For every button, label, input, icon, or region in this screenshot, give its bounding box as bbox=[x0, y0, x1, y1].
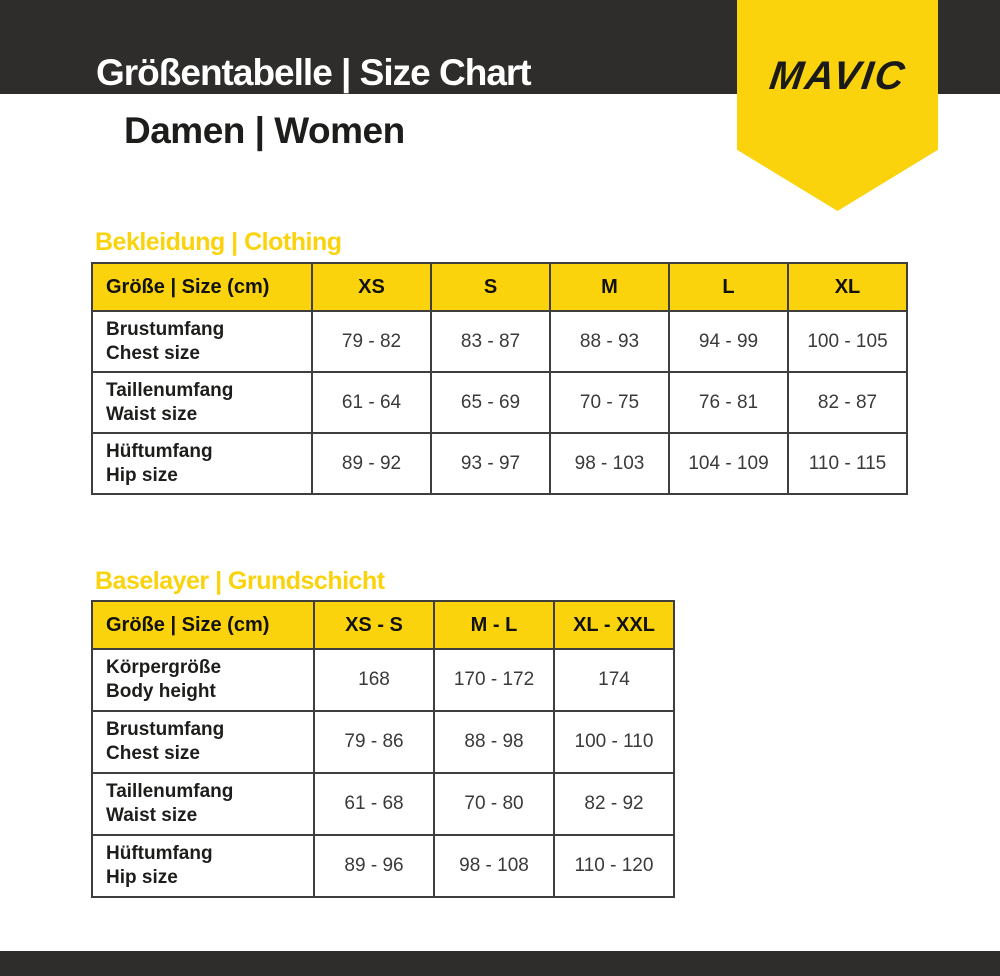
size-value-cell: 170 - 172 bbox=[433, 648, 555, 712]
size-value-cell: 89 - 92 bbox=[311, 432, 432, 495]
size-value-cell: 98 - 108 bbox=[433, 834, 555, 898]
column-header-size: Größe | Size (cm) bbox=[91, 262, 313, 312]
table-row-waist: Taillenumfang Waist size 61 - 64 65 - 69… bbox=[91, 371, 908, 434]
footer-bar bbox=[0, 951, 1000, 976]
row-label-de: Brustumfang bbox=[106, 318, 225, 340]
row-label-de: Hüftumfang bbox=[106, 843, 213, 865]
size-value-cell: 100 - 105 bbox=[787, 310, 908, 373]
column-header-size: Größe | Size (cm) bbox=[91, 600, 315, 650]
row-label-en: Chest size bbox=[106, 743, 200, 764]
row-label-en: Hip size bbox=[106, 464, 178, 486]
size-value-cell: 79 - 86 bbox=[313, 710, 435, 774]
clothing-size-table: Größe | Size (cm) XS S M L XL Brustumfan… bbox=[91, 262, 908, 495]
row-label-en: Waist size bbox=[106, 805, 198, 826]
row-label-en: Body height bbox=[106, 681, 216, 702]
row-label-de: Hüftumfang bbox=[106, 440, 213, 462]
row-label-waist: Taillenumfang Waist size bbox=[91, 772, 315, 836]
size-value-cell: 174 bbox=[553, 648, 675, 712]
size-value-cell: 93 - 97 bbox=[430, 432, 551, 495]
column-header-m: M bbox=[549, 262, 670, 312]
page-subtitle: Damen | Women bbox=[124, 110, 405, 151]
row-label-de: Taillenumfang bbox=[106, 781, 234, 803]
size-value-cell: 110 - 115 bbox=[787, 432, 908, 495]
size-value-cell: 76 - 81 bbox=[668, 371, 789, 434]
size-value-cell: 70 - 80 bbox=[433, 772, 555, 836]
row-label-hip: Hüftumfang Hip size bbox=[91, 432, 313, 495]
column-header-xl-xxl: XL - XXL bbox=[553, 600, 675, 650]
row-label-en: Chest size bbox=[106, 342, 200, 364]
table-row-chest: Brustumfang Chest size 79 - 82 83 - 87 8… bbox=[91, 310, 908, 373]
row-label-chest: Brustumfang Chest size bbox=[91, 710, 315, 774]
size-value-cell: 100 - 110 bbox=[553, 710, 675, 774]
row-label-en: Hip size bbox=[106, 867, 178, 888]
clothing-table-header-row: Größe | Size (cm) XS S M L XL bbox=[91, 262, 908, 312]
table-row-chest: Brustumfang Chest size 79 - 86 88 - 98 1… bbox=[91, 710, 675, 774]
size-value-cell: 104 - 109 bbox=[668, 432, 789, 495]
row-label-de: Körpergröße bbox=[106, 657, 222, 679]
size-value-cell: 61 - 68 bbox=[313, 772, 435, 836]
row-label-chest: Brustumfang Chest size bbox=[91, 310, 313, 373]
baselayer-table-header-row: Größe | Size (cm) XS - S M - L XL - XXL bbox=[91, 600, 675, 650]
size-value-cell: 168 bbox=[313, 648, 435, 712]
size-value-cell: 61 - 64 bbox=[311, 371, 432, 434]
size-value-cell: 94 - 99 bbox=[668, 310, 789, 373]
size-value-cell: 82 - 87 bbox=[787, 371, 908, 434]
size-value-cell: 83 - 87 bbox=[430, 310, 551, 373]
size-value-cell: 110 - 120 bbox=[553, 834, 675, 898]
row-label-de: Taillenumfang bbox=[106, 379, 234, 401]
column-header-xl: XL bbox=[787, 262, 908, 312]
column-header-s: S bbox=[430, 262, 551, 312]
size-value-cell: 88 - 93 bbox=[549, 310, 670, 373]
row-label-en: Waist size bbox=[106, 403, 198, 425]
column-header-m-l: M - L bbox=[433, 600, 555, 650]
table-row-height: Körpergröße Body height 168 170 - 172 17… bbox=[91, 648, 675, 712]
column-header-xs: XS bbox=[311, 262, 432, 312]
size-value-cell: 98 - 103 bbox=[549, 432, 670, 495]
page-title: Größentabelle | Size Chart bbox=[96, 52, 532, 93]
column-header-l: L bbox=[668, 262, 789, 312]
mavic-logo: MAVIC bbox=[766, 54, 909, 98]
row-label-de: Brustumfang bbox=[106, 719, 225, 741]
row-label-waist: Taillenumfang Waist size bbox=[91, 371, 313, 434]
row-label-height: Körpergröße Body height bbox=[91, 648, 315, 712]
size-value-cell: 70 - 75 bbox=[549, 371, 670, 434]
size-value-cell: 65 - 69 bbox=[430, 371, 551, 434]
size-value-cell: 82 - 92 bbox=[553, 772, 675, 836]
section-title-clothing: Bekleidung | Clothing bbox=[95, 228, 342, 256]
brand-ribbon: MAVIC bbox=[737, 0, 938, 211]
baselayer-size-table: Größe | Size (cm) XS - S M - L XL - XXL … bbox=[91, 600, 675, 898]
table-row-waist: Taillenumfang Waist size 61 - 68 70 - 80… bbox=[91, 772, 675, 836]
table-row-hip: Hüftumfang Hip size 89 - 92 93 - 97 98 -… bbox=[91, 432, 908, 495]
size-value-cell: 79 - 82 bbox=[311, 310, 432, 373]
size-value-cell: 88 - 98 bbox=[433, 710, 555, 774]
row-label-hip: Hüftumfang Hip size bbox=[91, 834, 315, 898]
table-row-hip: Hüftumfang Hip size 89 - 96 98 - 108 110… bbox=[91, 834, 675, 898]
column-header-xs-s: XS - S bbox=[313, 600, 435, 650]
section-title-baselayer: Baselayer | Grundschicht bbox=[95, 567, 385, 595]
size-value-cell: 89 - 96 bbox=[313, 834, 435, 898]
